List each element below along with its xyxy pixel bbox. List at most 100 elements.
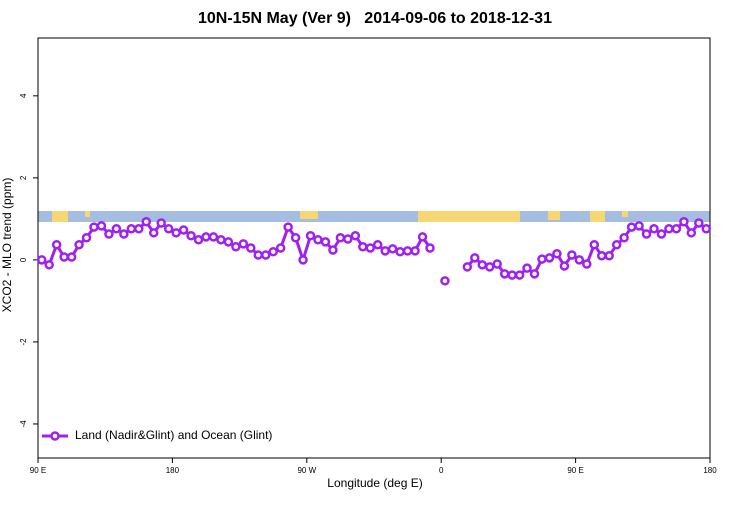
data-point [649,223,659,234]
data-point [641,229,652,239]
data-point [186,230,196,241]
data-point [111,223,122,234]
data-point [74,239,84,250]
data-point [231,242,241,252]
x-tick-label: 180 [166,466,180,475]
data-point [484,262,495,272]
data-point [156,218,166,228]
data-point [611,239,622,250]
data-point [126,223,137,234]
data-point [59,252,69,262]
data-point [686,228,697,238]
y-tick-label: 4 [19,93,28,98]
x-tick-label: 180 [703,466,717,475]
data-point [343,234,353,244]
data-point [305,230,316,241]
data-point [664,223,674,234]
plot-frame [37,37,711,459]
data-point [552,248,562,259]
data-point [36,255,47,265]
data-point [268,246,278,257]
data-point [701,223,712,234]
y-tick-label: 0 [19,257,28,262]
data-point [178,225,189,235]
data-point [470,253,480,263]
data-point [104,229,114,239]
data-point [313,235,323,245]
data-point [365,243,376,253]
data-point [544,253,555,263]
data-point [395,246,405,257]
data-point [440,276,450,286]
data-point [298,255,308,265]
data-point [656,229,667,239]
data-point [201,232,211,242]
y-axis-label: XCO2 - MLO trend (ppm) [0,178,14,313]
data-point [283,222,293,232]
data-point [372,239,383,250]
data-point [223,237,234,247]
data-point [246,243,256,253]
data-point [335,232,346,243]
data-point [320,237,331,247]
data-point [328,245,338,255]
data-point [253,250,264,260]
data-point [589,239,600,250]
data-point [477,260,488,270]
data-point [148,228,159,238]
data-point [81,232,92,243]
data-point [634,221,644,231]
data-point [559,261,570,271]
data-point [350,230,361,241]
data-point [514,270,525,280]
legend-label: Land (Nadir&Glint) and Ocean (Glint) [75,428,272,442]
data-point [537,254,547,264]
data-point [567,250,577,260]
data-point [604,251,614,261]
data-point [171,228,181,238]
data-point [260,250,271,260]
data-point [380,246,390,256]
data-point [238,239,249,249]
data-point [529,269,540,279]
data-point [290,232,301,243]
x-axis-label: Longitude (deg E) [327,476,422,490]
data-point [216,235,226,245]
x-tick-label: 90 W [297,466,316,475]
data-point [387,244,398,254]
data-point [574,255,585,265]
data-point [425,243,435,253]
x-tick-label: 0 [439,466,444,475]
data-point [582,259,592,269]
data-point [66,252,77,262]
data-point [358,242,368,252]
data-point [119,229,129,239]
data-point [499,269,510,279]
data-point [141,217,152,227]
data-point [694,218,704,228]
data-point [626,222,637,232]
data-point [402,246,413,256]
chart-title: 10N-15N May (Ver 9) 2014-09-06 to 2018-1… [198,10,552,27]
y-tick-label: 2 [19,175,28,180]
data-point [275,243,286,253]
data-point [89,222,99,232]
data-point [507,270,517,280]
data-point [679,217,689,227]
data-point [163,223,174,234]
data-point [208,232,219,242]
x-tick-label: 90 E [567,466,583,475]
data-point [96,221,107,231]
y-tick-label: -4 [19,420,28,428]
x-tick-label: 90 E [30,466,46,475]
data-point [51,239,62,250]
data-point [671,223,682,234]
data-point [492,259,502,269]
data-point [417,232,428,242]
map-strip [38,211,710,222]
data-point [522,263,532,273]
data-point [410,246,420,256]
data-point [134,223,144,234]
